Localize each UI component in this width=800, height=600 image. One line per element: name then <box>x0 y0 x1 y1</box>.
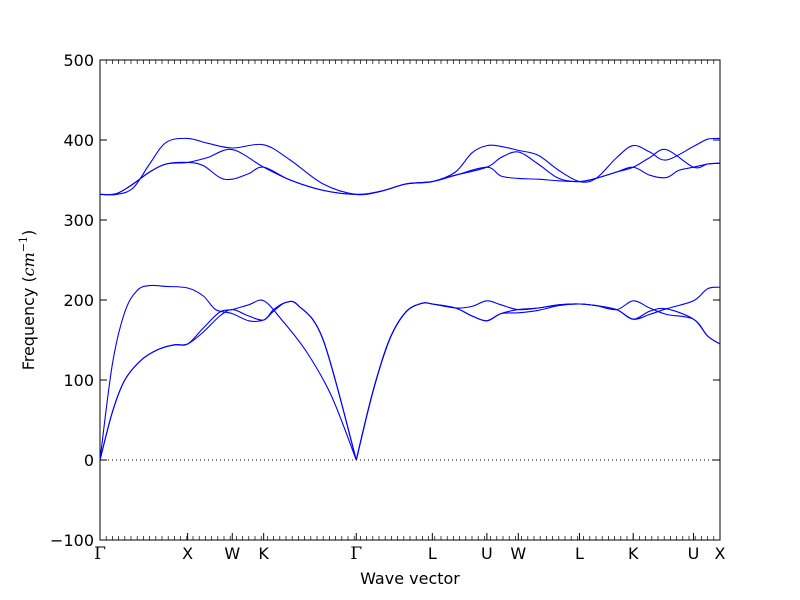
kpoint-label: Γ <box>350 544 362 564</box>
kpoint-label: X <box>715 544 726 563</box>
branch-3 <box>99 284 357 461</box>
kpoint-label: L <box>428 544 437 563</box>
y-axis-title-unit: cm <box>19 252 38 276</box>
kpoint-label: X <box>182 544 193 563</box>
y-axis-title: Frequency (cm−1) <box>17 230 38 371</box>
y-tick-label: 200 <box>63 291 94 310</box>
axis-labels: Wave vector Frequency (cm−1) <box>17 230 460 588</box>
y-axis-title-exponent: −1 <box>17 236 30 252</box>
y-ticks: 500 400 300 200 100 0 −100 <box>50 51 720 550</box>
kpoint-label: U <box>688 544 700 563</box>
kpoint-label: K <box>628 544 639 563</box>
y-tick-label: 500 <box>63 51 94 70</box>
y-axis-title-prefix: Frequency ( <box>19 276 38 370</box>
branch-9 <box>99 137 721 196</box>
plot-background <box>100 60 720 540</box>
kpoint-label: K <box>258 544 269 563</box>
kpoint-label: W <box>224 544 240 563</box>
dispersion-branches <box>99 137 721 461</box>
y-tick-label: 300 <box>63 211 94 230</box>
x-axis-title: Wave vector <box>360 569 460 588</box>
branch-8 <box>99 148 721 196</box>
kpoint-label: U <box>481 544 493 563</box>
kpoint-label: Γ <box>94 544 106 564</box>
kpoint-label: W <box>510 544 526 563</box>
plot-area <box>99 59 721 541</box>
branch-6 <box>355 286 721 461</box>
y-tick-label: 400 <box>63 131 94 150</box>
y-tick-label: 100 <box>63 371 94 390</box>
y-tick-label: −100 <box>50 531 94 550</box>
y-axis-title-suffix: ) <box>19 230 38 236</box>
kpoint-label: L <box>575 544 584 563</box>
branch-2 <box>99 299 357 461</box>
y-tick-label: 0 <box>84 451 94 470</box>
